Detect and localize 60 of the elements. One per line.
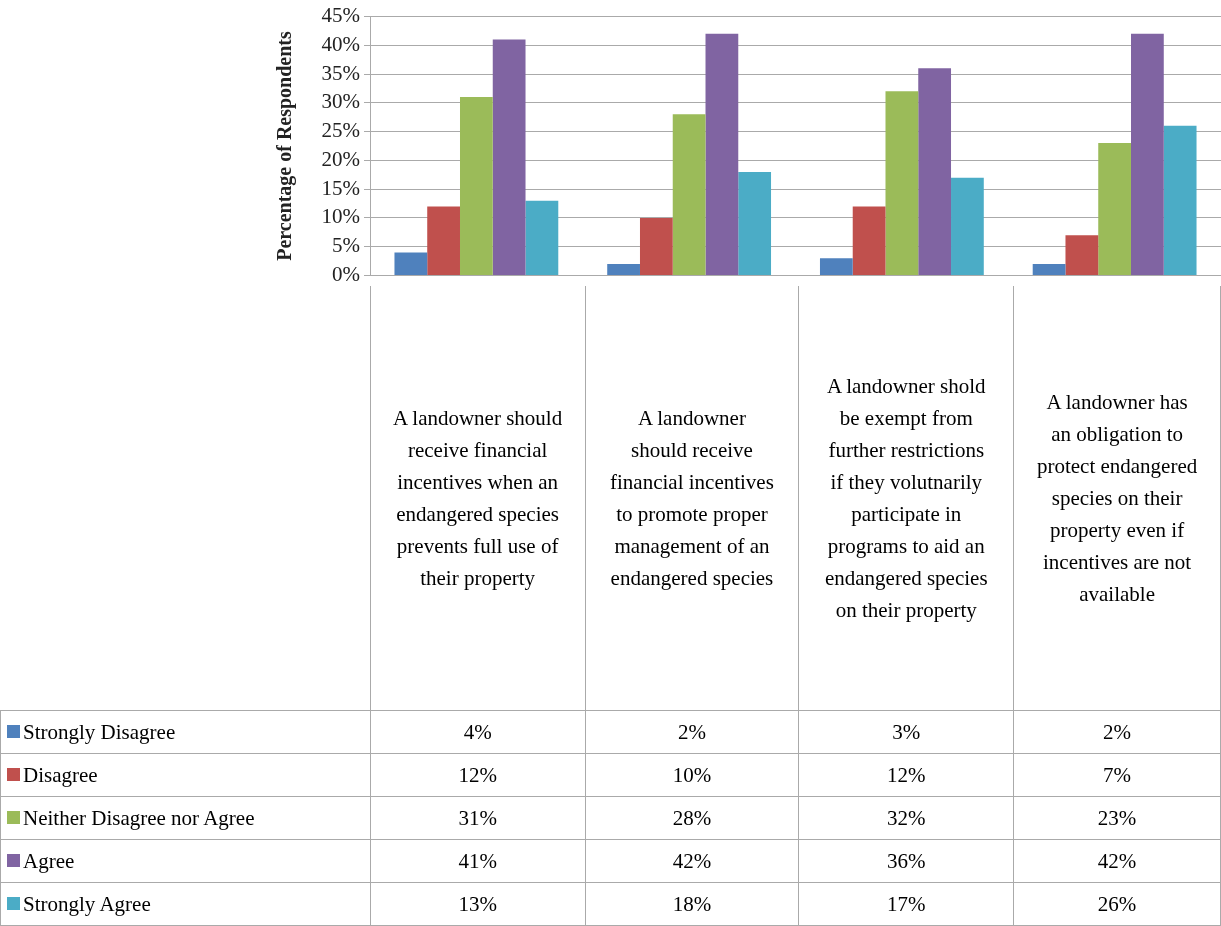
- bar: [639, 217, 673, 275]
- data-label: 42%: [1013, 839, 1221, 882]
- data-label: 2%: [1013, 710, 1221, 753]
- data-label: 12%: [370, 753, 586, 796]
- data-label: 2%: [585, 710, 799, 753]
- y-tick-label: 45%: [321, 3, 360, 28]
- data-label: 3%: [798, 710, 1014, 753]
- bar: [1131, 33, 1164, 275]
- legend-label: Agree: [0, 839, 371, 882]
- y-tick-label: 15%: [321, 175, 360, 200]
- bar: [1065, 235, 1099, 275]
- bar: [607, 263, 640, 275]
- x-tick-label: A landowner should receive financial incentives to promote proper management of an endangered species: [585, 286, 799, 710]
- bar: [705, 33, 739, 275]
- x-tick-label: A landowner shold be exempt from further restrictions if they volutnarily participate in programs to aid an endangered species on their property: [798, 286, 1014, 710]
- data-label: 23%: [1013, 796, 1221, 839]
- bar: [885, 91, 919, 275]
- bar: [738, 171, 772, 275]
- y-tick-label: 30%: [321, 89, 360, 114]
- bar: [951, 177, 984, 275]
- bar: [427, 206, 460, 275]
- data-label: 26%: [1013, 882, 1221, 925]
- data-label: 13%: [370, 882, 586, 925]
- data-label: 10%: [585, 753, 799, 796]
- y-tick-label: 25%: [321, 118, 360, 143]
- data-label: 12%: [798, 753, 1014, 796]
- data-label: 31%: [370, 796, 586, 839]
- y-tick-label: 20%: [321, 146, 360, 171]
- bar: [1098, 143, 1132, 275]
- bar: [918, 68, 952, 275]
- bar: [1032, 263, 1066, 275]
- bar: [525, 200, 559, 275]
- y-tick-label: 10%: [321, 204, 360, 229]
- legend-label: Neither Disagree nor Agree: [0, 796, 371, 839]
- y-tick-label: 40%: [321, 31, 360, 56]
- legend-label: Disagree: [0, 753, 371, 796]
- data-label: 41%: [370, 839, 586, 882]
- data-label: 42%: [585, 839, 799, 882]
- data-label: 36%: [798, 839, 1014, 882]
- data-label: 32%: [798, 796, 1014, 839]
- y-tick-label: 0%: [332, 261, 360, 286]
- x-tick-label: A landowner has an obligation to protect endangered species on their property even if incentives are not available: [1013, 286, 1221, 710]
- bar: [672, 114, 706, 275]
- data-label: 18%: [585, 882, 799, 925]
- data-label: 17%: [798, 882, 1014, 925]
- data-label: 28%: [585, 796, 799, 839]
- y-tick-label: 5%: [332, 233, 360, 258]
- legend-label: Strongly Agree: [0, 882, 371, 925]
- x-tick-label: A landowner should receive financial incentives when an endangered species prevents full use of their property: [370, 286, 586, 710]
- bar: [394, 252, 428, 275]
- y-axis-title: Percentage of Respondents: [273, 30, 297, 261]
- legend-label: Strongly Disagree: [0, 710, 371, 753]
- y-tick-label: 35%: [321, 60, 360, 85]
- bar: [852, 206, 886, 275]
- bar: [1163, 125, 1197, 275]
- bar: [459, 97, 493, 275]
- data-label: 4%: [370, 710, 586, 753]
- bar: [819, 258, 853, 275]
- bar: [492, 39, 526, 275]
- data-label: 7%: [1013, 753, 1221, 796]
